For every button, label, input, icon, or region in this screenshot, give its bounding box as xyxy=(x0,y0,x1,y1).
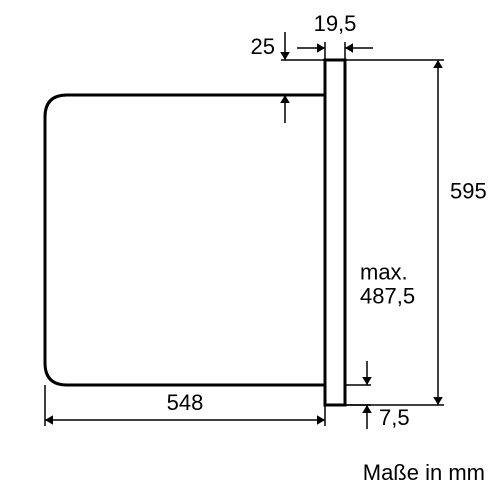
dim-25: 25 xyxy=(251,34,275,59)
technical-drawing: 548 19,5 25 595 max.487,5 7,5 Maße in mm xyxy=(0,0,500,500)
dim-548: 548 xyxy=(167,390,204,415)
dim-max-label: max. xyxy=(360,260,408,285)
dim-595: 595 xyxy=(450,178,487,203)
dim-7-5: 7,5 xyxy=(379,405,410,430)
body-outline xyxy=(45,95,325,385)
front-flange xyxy=(325,60,345,405)
dim-max-value: 487,5 xyxy=(360,284,415,309)
dim-19-5: 19,5 xyxy=(314,11,357,36)
units-caption: Maße in mm xyxy=(363,460,485,485)
